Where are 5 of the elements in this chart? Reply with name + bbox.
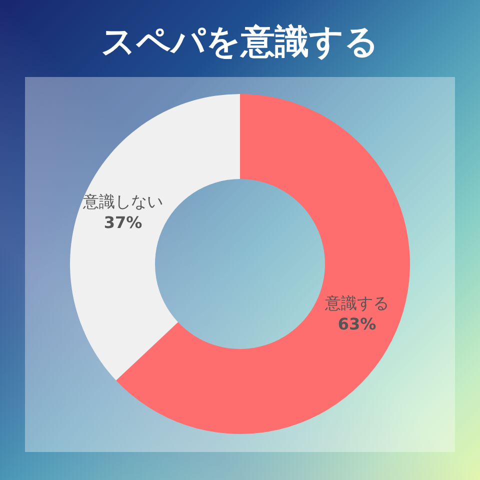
slice-label: 意識しない (82, 192, 163, 212)
data-label: 63% (338, 314, 376, 334)
slice-label: 意識する (324, 293, 390, 312)
chart-title: スペパを意識する (100, 21, 380, 64)
data-label: 37% (104, 213, 142, 232)
